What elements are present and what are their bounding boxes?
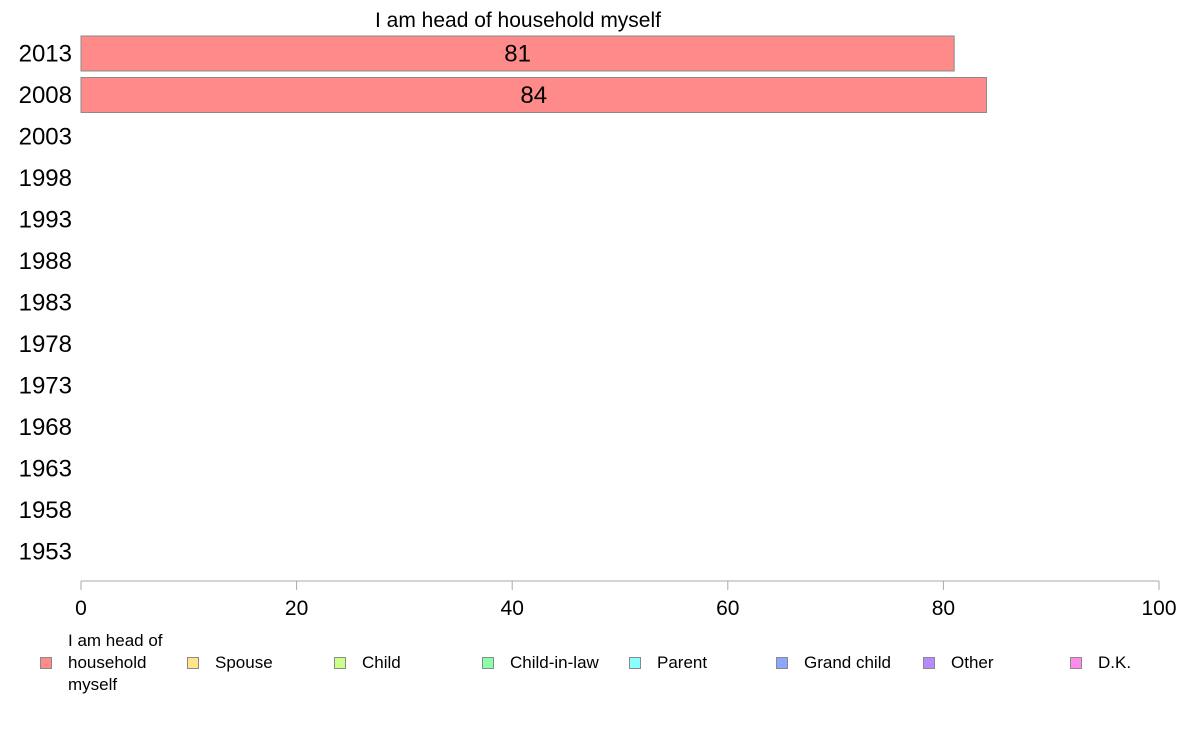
x-tick-label-20: 20 [285, 597, 308, 620]
legend-label: Child [362, 653, 401, 672]
legend-swatch [1070, 657, 1082, 669]
y-tick-label-1993: 1993 [19, 207, 72, 234]
y-tick-label-1983: 1983 [19, 290, 72, 317]
bar-value-label-2008: 84 [520, 82, 547, 109]
legend-label: Parent [657, 653, 708, 672]
legend-label: D.K. [1098, 653, 1132, 672]
bar-2008 [80, 77, 988, 113]
legend-item-d-k-: D.K. [1070, 630, 1188, 696]
legend-label: I am head of household myself [68, 631, 163, 694]
legend-item-grand-child: Grand child [776, 630, 924, 696]
legend-item-child: Child [334, 630, 472, 696]
legend-item-parent: Parent [629, 630, 767, 696]
chart-title: I am head of household myself [375, 9, 661, 32]
x-axis-ticks: 0 20 40 60 80 100 [75, 581, 1177, 620]
x-tick-label-100: 100 [1141, 597, 1176, 620]
legend-item-child-in-law: Child-in-law [482, 630, 630, 696]
y-tick-label-1998: 1998 [19, 165, 72, 192]
legend-swatch [40, 657, 52, 669]
y-axis-labels: 2013 2008 2003 1998 1993 1988 1983 1978 1973 1968… [19, 41, 72, 566]
legend: I am head of household myself Spouse Child… [0, 630, 1188, 700]
bar-2013 [80, 35, 955, 72]
legend-item-i-am-head-of-household-myself: I am head of household myself [40, 630, 178, 696]
y-tick-label-1953: 1953 [19, 539, 72, 566]
legend-item-other: Other [923, 630, 1061, 696]
x-tick-label-80: 80 [932, 597, 955, 620]
legend-swatch [629, 657, 641, 669]
y-tick-label-2013: 2013 [19, 41, 72, 68]
bars-group [80, 35, 988, 113]
y-tick-label-2003: 2003 [19, 124, 72, 151]
x-tick-label-40: 40 [501, 597, 524, 620]
y-tick-label-1968: 1968 [19, 414, 72, 441]
legend-label: Grand child [804, 653, 891, 672]
legend-item-spouse: Spouse [187, 630, 325, 696]
legend-swatch [187, 657, 199, 669]
legend-label: Other [951, 653, 994, 672]
legend-swatch [923, 657, 935, 669]
legend-swatch [482, 657, 494, 669]
legend-swatch [776, 657, 788, 669]
legend-swatch [334, 657, 346, 669]
y-tick-label-1963: 1963 [19, 456, 72, 483]
legend-label: Spouse [215, 653, 273, 672]
y-tick-label-1988: 1988 [19, 248, 72, 275]
legend-label: Child-in-law [510, 653, 599, 672]
x-tick-label-60: 60 [716, 597, 739, 620]
bar-value-label-2013: 81 [504, 41, 531, 68]
y-tick-label-1973: 1973 [19, 373, 72, 400]
bar-chart: I am head of household myself 2013200820… [19, 9, 1177, 620]
y-tick-label-1958: 1958 [19, 497, 72, 524]
x-tick-label-0: 0 [75, 597, 87, 620]
y-tick-label-1978: 1978 [19, 331, 72, 358]
bar-value-labels: 81 84 [504, 41, 547, 110]
y-tick-label-2008: 2008 [19, 82, 72, 109]
